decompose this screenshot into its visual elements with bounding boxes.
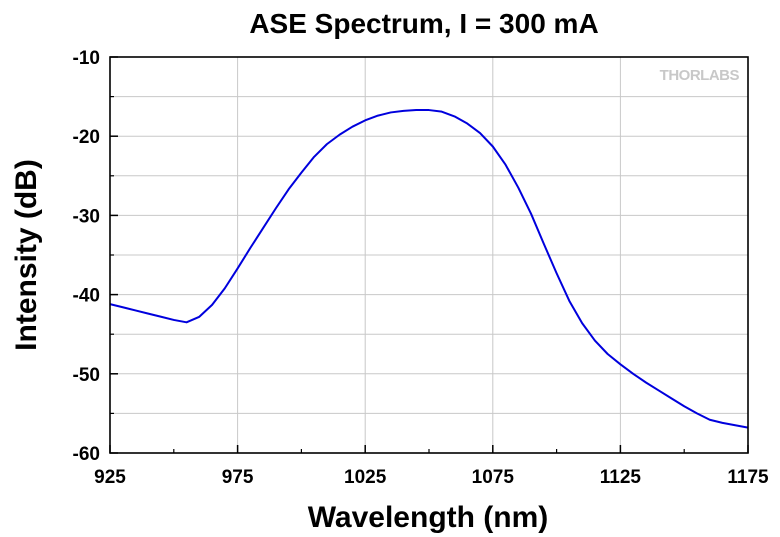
grid (109, 56, 749, 454)
y-tick-label: -40 (73, 286, 100, 307)
tick-labels: 925 975 1025 1075 1125 1175 -60 -50 -40 -30 -20 -10 (73, 48, 770, 488)
x-tick-label: 975 (222, 467, 254, 488)
y-tick-label: -30 (73, 206, 100, 227)
y-axis-label: Intensity (dB) (10, 159, 43, 351)
x-tick-label: 1025 (344, 467, 387, 488)
x-tick-label: 1175 (727, 467, 769, 488)
y-tick-label: -20 (73, 127, 100, 148)
plot-frame (109, 56, 749, 454)
watermark: THORLABS (660, 67, 740, 84)
chart-title: ASE Spectrum, I = 300 mA (249, 8, 598, 39)
y-tick-label: -50 (73, 365, 100, 386)
x-tick-label: 1125 (600, 467, 642, 488)
series-line-0 (109, 109, 749, 429)
y-tick-label: -60 (73, 444, 100, 465)
y-tick-label: -10 (73, 48, 100, 69)
series-group (109, 109, 749, 429)
x-tick-label: 925 (94, 467, 126, 488)
x-tick-label: 1075 (472, 467, 515, 488)
x-axis-label: Wavelength (nm) (308, 501, 549, 534)
